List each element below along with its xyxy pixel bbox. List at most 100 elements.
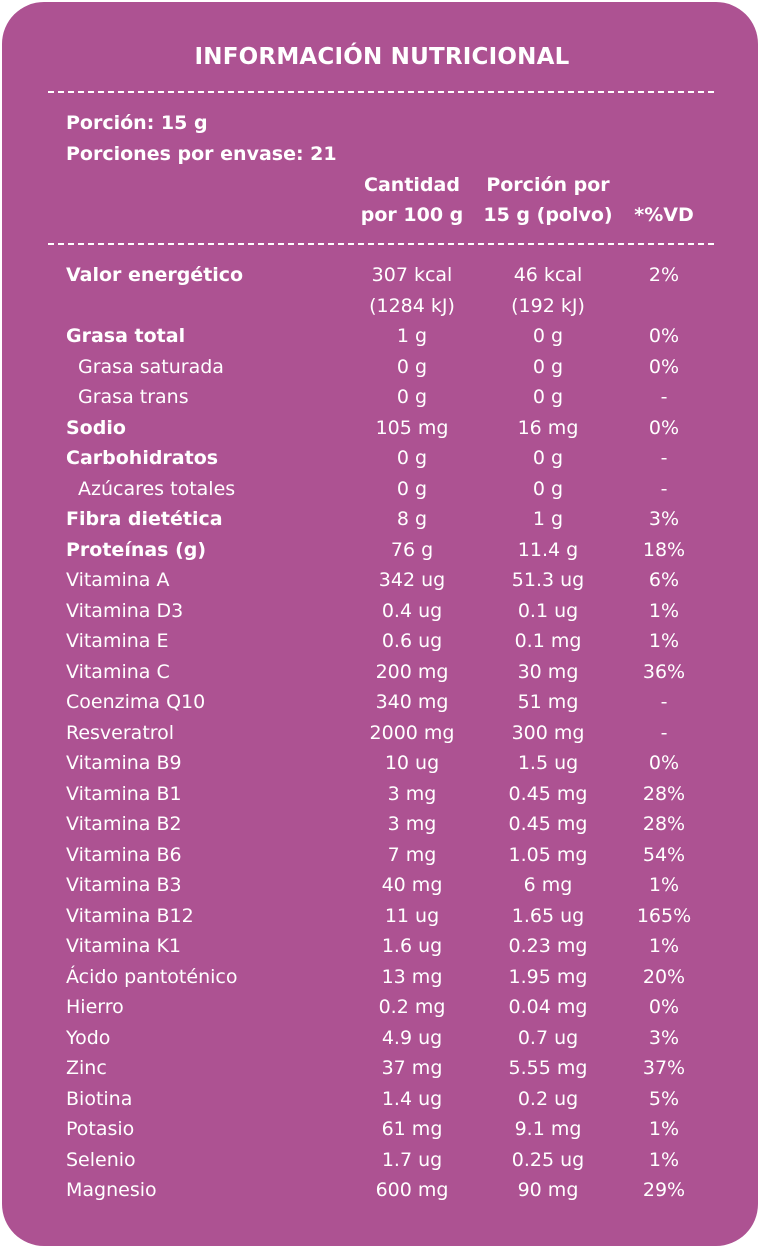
amount-per-100g-value-2: (1284 kJ) bbox=[369, 294, 455, 317]
daily-value-percent: 29% bbox=[616, 1175, 712, 1206]
amount-per-portion-value: 46 kcal bbox=[513, 264, 583, 286]
amount-per-100g-value: 2000 mg bbox=[369, 721, 455, 744]
amount-per-portion: 0.1 mg bbox=[474, 626, 622, 657]
amount-per-portion-value: 0.25 ug bbox=[511, 1148, 585, 1171]
amount-per-portion-value: 6 mg bbox=[523, 874, 573, 896]
amount-per-portion-value: 0 g bbox=[532, 477, 564, 500]
amount-per-portion-value: 11.4 g bbox=[517, 538, 579, 561]
daily-value-percent: 28% bbox=[616, 809, 712, 840]
amount-per-portion-value-2: (192 kJ) bbox=[511, 294, 585, 317]
amount-per-portion-value: 1.5 ug bbox=[517, 752, 579, 774]
amount-per-portion: 0.04 mg bbox=[474, 992, 622, 1023]
nutrient-name: Vitamina B3 bbox=[66, 870, 182, 901]
amount-per-portion-value: 0.04 mg bbox=[508, 996, 588, 1018]
nutrient-row: Carbohidratos 0 g 0 g - bbox=[2, 443, 760, 474]
amount-per-portion: 90 mg bbox=[474, 1175, 622, 1206]
nutrient-row: Grasa total 1 g 0 g 0% bbox=[2, 321, 760, 352]
nutrient-name: Vitamina D3 bbox=[66, 596, 183, 627]
amount-per-portion-value: 9.1 mg bbox=[514, 1118, 582, 1140]
nutrient-name: Vitamina B12 bbox=[66, 901, 194, 932]
amount-per-100g: 0.2 mg bbox=[350, 992, 474, 1023]
amount-per-100g: 37 mg bbox=[350, 1053, 474, 1084]
nutrient-name-value: Yodo bbox=[66, 1026, 111, 1049]
daily-value-percent-value: 6% bbox=[648, 569, 680, 591]
nutrient-name-value: Carbohidratos bbox=[66, 447, 219, 469]
nutrient-name: Magnesio bbox=[66, 1175, 157, 1206]
nutrient-name: Sodio bbox=[66, 413, 126, 444]
amount-per-100g: 0.4 ug bbox=[350, 596, 474, 627]
amount-per-100g-value: 1.7 ug bbox=[381, 1148, 443, 1171]
nutrient-row: Potasio 61 mg 9.1 mg 1% bbox=[2, 1114, 760, 1145]
amount-per-portion: 5.55 mg bbox=[474, 1053, 622, 1084]
daily-value-percent: - bbox=[616, 382, 712, 413]
daily-value-percent-value: 1% bbox=[648, 874, 680, 896]
nutrient-row: Fibra dietética 8 g 1 g 3% bbox=[2, 504, 760, 535]
nutrient-name: Yodo bbox=[66, 1023, 110, 1054]
amount-per-portion: 11.4 g bbox=[474, 535, 622, 566]
amount-per-100g: 342 ug bbox=[350, 565, 474, 596]
amount-per-portion: 51 mg bbox=[474, 687, 622, 718]
amount-per-100g: 2000 mg bbox=[350, 718, 474, 749]
nutrient-row: Ácido pantoténico 13 mg 1.95 mg 20% bbox=[2, 962, 760, 993]
amount-per-100g: 1.4 ug bbox=[350, 1084, 474, 1115]
nutrient-name-value: Zinc bbox=[66, 1057, 107, 1079]
nutrient-row: Magnesio 600 mg 90 mg 29% bbox=[2, 1175, 760, 1206]
amount-per-portion: 1.65 ug bbox=[474, 901, 622, 932]
serving-size: Porción: 15 g bbox=[66, 112, 208, 134]
daily-value-percent: 1% bbox=[616, 870, 712, 901]
nutrient-name-value: Vitamina B9 bbox=[66, 752, 182, 774]
amount-per-portion: 1.5 ug bbox=[474, 748, 622, 779]
amount-per-portion-value: 90 mg bbox=[517, 1179, 579, 1201]
daily-value-percent-value: 0% bbox=[648, 355, 680, 378]
amount-per-portion: 0 g bbox=[474, 352, 622, 383]
daily-value-percent-value: 0% bbox=[648, 416, 680, 439]
amount-per-100g-value: 0.6 ug bbox=[381, 630, 443, 652]
amount-per-100g: 3 mg bbox=[350, 809, 474, 840]
nutrient-name: Vitamina B1 bbox=[66, 779, 182, 810]
daily-value-percent: 36% bbox=[616, 657, 712, 688]
nutrient-name: Ácido pantoténico bbox=[66, 962, 237, 993]
amount-per-100g: 8 g bbox=[350, 504, 474, 535]
amount-per-portion-value: 1.05 mg bbox=[508, 843, 588, 866]
nutrient-row: Grasa saturada 0 g 0 g 0% bbox=[2, 352, 760, 383]
amount-per-100g-value: 1.4 ug bbox=[381, 1087, 443, 1110]
nutrient-name: Vitamina B9 bbox=[66, 748, 182, 779]
amount-per-portion-value: 0 g bbox=[532, 447, 564, 469]
daily-value-percent: 0% bbox=[616, 748, 712, 779]
nutrient-row: Vitamina B1 3 mg 0.45 mg 28% bbox=[2, 779, 760, 810]
nutrient-name: Vitamina K1 bbox=[66, 931, 181, 962]
daily-value-percent-value: - bbox=[660, 386, 668, 408]
nutrient-name: Grasa trans bbox=[78, 382, 189, 413]
amount-per-portion-value: 0.2 ug bbox=[517, 1087, 579, 1110]
nutrient-row: Zinc 37 mg 5.55 mg 37% bbox=[2, 1053, 760, 1084]
daily-value-percent: 20% bbox=[616, 962, 712, 993]
daily-value-percent-value: 28% bbox=[642, 782, 686, 805]
amount-per-portion-value: 51 mg bbox=[517, 691, 579, 713]
daily-value-percent: 6% bbox=[616, 565, 712, 596]
nutrient-row: Valor energético 307 kcal (1284 kJ) 46 kcal… bbox=[2, 260, 760, 321]
header-per-portion-line1: Porción por bbox=[486, 174, 610, 196]
daily-value-percent-value: 1% bbox=[648, 1118, 680, 1140]
daily-value-percent: 1% bbox=[616, 1114, 712, 1145]
amount-per-100g-value: 0.2 mg bbox=[378, 996, 446, 1018]
amount-per-portion: 0.23 mg bbox=[474, 931, 622, 962]
amount-per-100g: 11 ug bbox=[350, 901, 474, 932]
nutrient-name: Grasa total bbox=[66, 321, 185, 352]
amount-per-100g: 76 g bbox=[350, 535, 474, 566]
amount-per-portion-value: 0.45 mg bbox=[508, 782, 588, 805]
nutrient-row: Vitamina E 0.6 ug 0.1 mg 1% bbox=[2, 626, 760, 657]
daily-value-percent: 3% bbox=[616, 504, 712, 535]
nutrient-name: Resveratrol bbox=[66, 718, 174, 749]
amount-per-100g: 13 mg bbox=[350, 962, 474, 993]
amount-per-portion: 1.95 mg bbox=[474, 962, 622, 993]
amount-per-portion-value: 300 mg bbox=[511, 721, 585, 744]
amount-per-100g-value: 13 mg bbox=[381, 965, 443, 988]
amount-per-100g: 3 mg bbox=[350, 779, 474, 810]
nutrient-name-value: Grasa total bbox=[66, 325, 186, 347]
amount-per-100g-value: 0 g bbox=[396, 355, 428, 378]
nutrient-row: Vitamina K1 1.6 ug 0.23 mg 1% bbox=[2, 931, 760, 962]
amount-per-100g-value: 1 g bbox=[396, 325, 428, 347]
nutrient-name-value: Vitamina B2 bbox=[66, 813, 182, 835]
nutrient-name: Vitamina A bbox=[66, 565, 169, 596]
